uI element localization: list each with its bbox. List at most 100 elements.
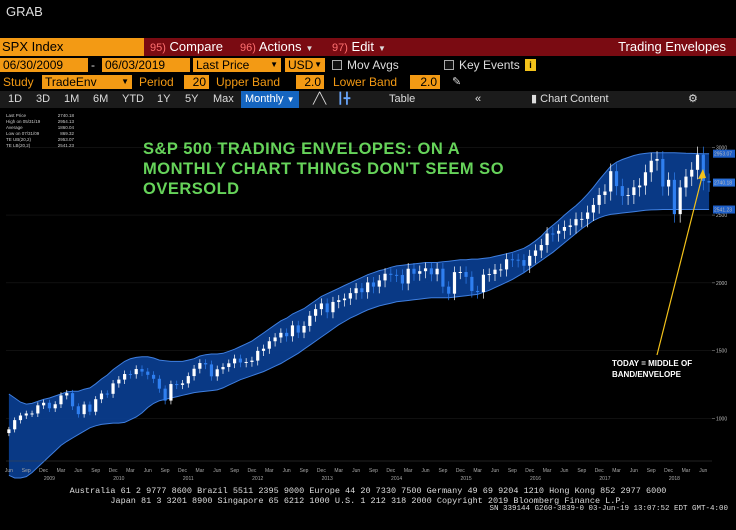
legend-row: TE UB(20,2) 2953.07 <box>6 137 74 143</box>
mov-avgs-checkbox[interactable] <box>332 60 342 70</box>
candle-chart-icon[interactable]: ┃╋ <box>337 93 351 105</box>
x-tick-label: Mar <box>334 468 343 474</box>
settings-gear-icon[interactable]: ⚙ <box>688 93 698 105</box>
legend-label: TE LB(20,2) <box>6 143 31 148</box>
price-tag-label: 2541.23 <box>714 208 732 214</box>
upper-band-field[interactable]: 2.0 <box>296 75 324 89</box>
candle-body <box>678 187 682 215</box>
candle-body <box>585 212 590 219</box>
chart-content-button[interactable]: ▮ Chart Content <box>531 91 609 108</box>
pencil-icon[interactable]: ✎ <box>452 76 462 88</box>
candle-body <box>24 413 28 416</box>
arrow-head <box>698 169 706 179</box>
candle-body <box>400 274 404 284</box>
period-field[interactable]: 20 <box>184 75 209 89</box>
compare-menu[interactable]: 95) Compare <box>150 38 223 56</box>
candle-body <box>510 259 514 261</box>
legend-label: TE UB(20,2) <box>6 137 32 142</box>
candle-body <box>256 350 260 361</box>
price-type-select[interactable]: Last Price ▼ <box>193 58 281 72</box>
x-tick-label: Mar <box>265 468 274 474</box>
candle-body <box>620 186 624 196</box>
collapse-icon[interactable]: « <box>475 93 482 105</box>
currency-select[interactable]: USD ▼ <box>285 58 325 72</box>
actions-menu[interactable]: 96) Actions ▼ <box>240 38 313 56</box>
candle-body <box>568 225 572 228</box>
candlestick-chart[interactable]: 1000 1500 2000 2500 3000 Jun Sep Dec Mar Jun Sep D… <box>0 109 736 490</box>
x-tick-label: Jun <box>213 468 221 474</box>
candle-body <box>244 361 248 363</box>
ticker-field[interactable]: SPX Index <box>0 38 144 56</box>
candle-body <box>487 274 491 276</box>
candle-body <box>175 384 179 386</box>
key-events-checkbox[interactable] <box>444 60 454 70</box>
line-chart-icon[interactable]: ╱╲ <box>313 93 327 105</box>
candle-body <box>690 169 694 177</box>
today-annotation: TODAY = MIDDLE OF BAND/ENVELOPE <box>612 359 693 379</box>
candle-body <box>499 269 503 271</box>
x-tick-label: Sep <box>300 468 309 474</box>
range-3d[interactable]: 3D <box>36 93 51 105</box>
arrow-line <box>656 172 704 356</box>
x-tick-label: Jun <box>5 468 13 474</box>
chart-headline: S&P 500 TRADING ENVELOPES: ON A MONTHLY … <box>143 140 505 198</box>
x-tick-label: Dec <box>386 468 395 474</box>
edit-num: 97) <box>332 42 348 54</box>
price-tag-label: 2740.18 <box>714 181 732 187</box>
x-tick-label: Mar <box>57 468 66 474</box>
range-5y[interactable]: 5Y <box>185 93 199 105</box>
currency-caret-icon: ▼ <box>314 60 322 69</box>
range-1y[interactable]: 1Y <box>157 93 171 105</box>
candle-body <box>290 325 295 337</box>
x-tick-label: Jun <box>630 468 638 474</box>
actions-label: Actions <box>258 39 302 54</box>
envelope-fill <box>8 152 710 478</box>
lower-band-field[interactable]: 2.0 <box>410 75 440 89</box>
study-label: Study <box>3 75 34 89</box>
price-tag-box <box>713 178 735 187</box>
x-year-label: 2011 <box>183 476 194 482</box>
candle-body <box>169 384 173 401</box>
x-year-label: 2017 <box>599 476 610 482</box>
candle-body <box>638 185 642 188</box>
x-tick-label: Jun <box>74 468 82 474</box>
candle-body <box>342 298 347 301</box>
price-tags: 2953.07 2740.18 2541.23 <box>713 149 735 214</box>
candle-body <box>267 341 271 349</box>
candle-body <box>261 348 266 351</box>
x-year-label: 2015 <box>460 476 471 482</box>
candle-body <box>192 368 196 377</box>
candle-body <box>626 195 630 197</box>
date-dash: - <box>91 58 95 72</box>
table-button[interactable]: Table <box>389 93 416 105</box>
legend-value: 869.32 <box>60 131 74 136</box>
info-icon[interactable]: i <box>525 59 536 71</box>
x-tick-label: Mar <box>404 468 413 474</box>
edit-menu[interactable]: 97) Edit ▼ <box>332 38 386 56</box>
range-6m[interactable]: 6M <box>93 93 109 105</box>
candle-body <box>348 293 352 299</box>
x-tick-label: Dec <box>456 468 465 474</box>
candle-body <box>684 176 688 188</box>
candle-body <box>354 288 358 294</box>
range-1d[interactable]: 1D <box>8 93 23 105</box>
x-tick-label: Dec <box>317 468 326 474</box>
range-max[interactable]: Max <box>213 93 234 105</box>
range-1m[interactable]: 1M <box>64 93 80 105</box>
start-date-field[interactable]: 06/30/2009 <box>0 58 88 72</box>
candle-body <box>649 160 653 173</box>
candle-body <box>389 273 393 275</box>
study-select[interactable]: TradeEnv ▼ <box>42 75 132 89</box>
candle-body <box>603 191 607 196</box>
x-tick-label: Mar <box>473 468 482 474</box>
candle-body <box>452 272 457 294</box>
x-year-label: 2014 <box>391 476 402 482</box>
envelope-band <box>8 152 710 479</box>
frequency-select[interactable]: Monthly ▼ <box>241 91 299 108</box>
candle-body <box>209 364 214 377</box>
end-date-field[interactable]: 06/03/2019 <box>102 58 190 72</box>
y-tick-label: 1500 <box>716 349 727 355</box>
range-toolbar <box>0 91 736 108</box>
candle-body <box>302 325 306 333</box>
range-ytd[interactable]: YTD <box>122 93 144 105</box>
